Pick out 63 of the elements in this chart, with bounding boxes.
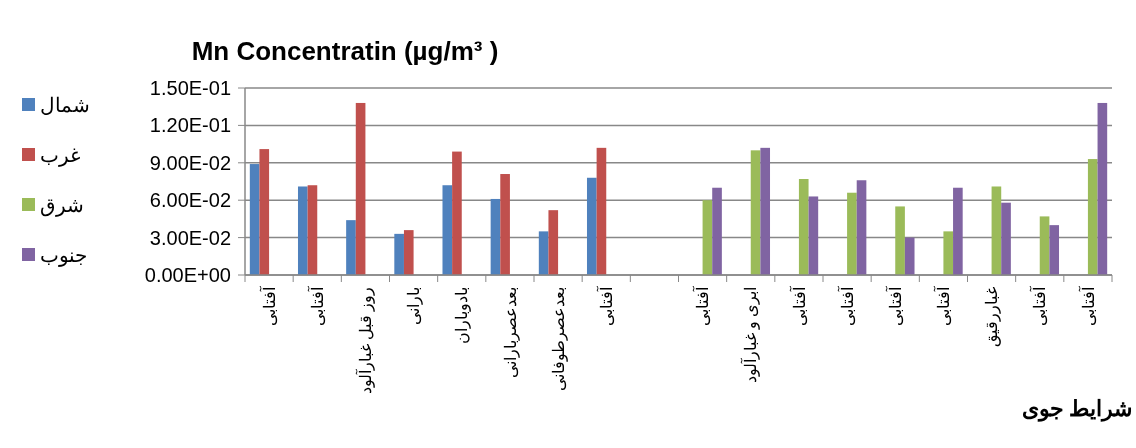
x-tick-label: آفتابی [595, 285, 615, 326]
bar [1039, 216, 1050, 275]
bar [712, 187, 722, 275]
bar [442, 185, 453, 275]
x-tick-label: آفتابی [1077, 285, 1097, 326]
bar [403, 230, 414, 275]
x-tick-label: آفتابی [836, 285, 856, 326]
bar [808, 196, 819, 275]
bar [297, 186, 308, 275]
x-tick-label: آفتابی [692, 285, 712, 326]
bar [355, 102, 366, 275]
legend-label: غرب [40, 144, 80, 167]
chart-title: Mn Concentratin (µg/m³ ) [191, 36, 499, 66]
bar [856, 180, 867, 275]
bar [1001, 202, 1011, 275]
bar [490, 198, 501, 275]
x-tick-label: آفتابی [1029, 285, 1049, 326]
x-tick-label: بادوباران [453, 287, 472, 344]
y-tick-label: 0.00E+00 [144, 264, 231, 286]
bar [1097, 102, 1108, 275]
bar [750, 150, 761, 275]
y-tick-label: 1.20E-01 [149, 114, 231, 137]
y-tick-label: 3.00E-02 [149, 226, 231, 249]
bar [500, 174, 510, 275]
bar [702, 200, 713, 275]
y-tick-label: 6.00E-02 [149, 189, 231, 212]
bar [943, 231, 954, 275]
bar [798, 179, 809, 275]
x-tick-label: آفتابی [788, 285, 808, 326]
x-tick-label: آفتابی [933, 285, 953, 326]
bar [538, 231, 549, 275]
legend-label: شرق [40, 194, 84, 217]
bar [307, 185, 318, 275]
x-tick-label: غباررقیق [983, 287, 1002, 347]
bar [991, 186, 1002, 275]
x-axis-title: شرایط جوی [1021, 396, 1132, 422]
bar [1049, 225, 1060, 275]
legend-label: جنوب [40, 244, 87, 267]
bar [596, 147, 607, 275]
x-tick-label: آفتابی [306, 285, 326, 326]
x-tick-label: بعدعصربارانی [501, 287, 520, 378]
bar [249, 164, 260, 275]
bar [1087, 159, 1098, 275]
bar [586, 177, 597, 275]
bar [394, 233, 404, 275]
bar [346, 220, 356, 275]
x-tick-label: روز قبل غبارآلود [355, 287, 376, 394]
bar [259, 149, 270, 275]
bar [847, 192, 857, 275]
bar [904, 237, 915, 275]
x-tick-label: بارانی [405, 287, 424, 325]
y-tick-label: 1.50E-01 [149, 77, 231, 99]
bar [895, 206, 905, 275]
bar [953, 187, 963, 275]
legend-label: شمال [40, 94, 90, 116]
y-tick-label: 9.00E-02 [149, 151, 231, 174]
x-tick-label: بعدعصرطوفانی [549, 287, 568, 391]
bar [760, 147, 771, 275]
x-tick-label: آفتابی [258, 285, 278, 326]
bar [452, 151, 462, 275]
x-tick-label: ابری و غبارآلود [740, 287, 761, 383]
bar [548, 210, 559, 275]
x-tick-label: آفتابی [884, 285, 904, 326]
